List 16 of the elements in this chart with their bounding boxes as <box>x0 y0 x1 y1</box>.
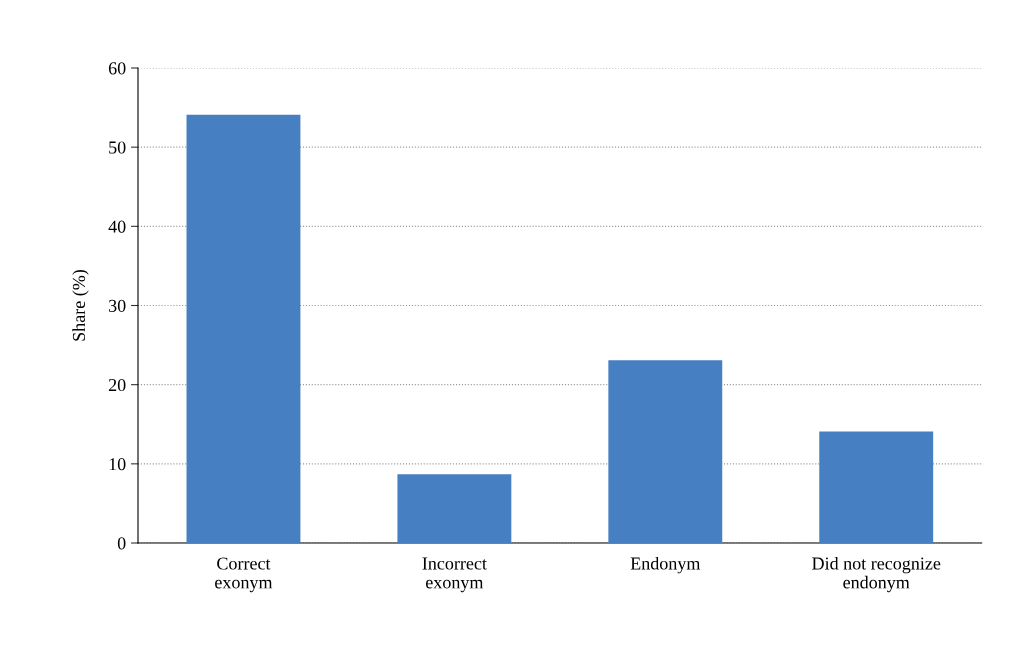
y-tick-label: 0 <box>117 537 126 550</box>
bar <box>608 360 723 544</box>
x-tick-label: Did not recognize endonym <box>812 556 941 593</box>
y-axis-title: Share (%) <box>72 269 89 341</box>
x-tick-label: Incorrect exonym <box>422 557 487 593</box>
y-tick-label: 30 <box>109 299 126 312</box>
bar <box>186 114 301 544</box>
x-tick-label: Endonym <box>630 556 701 574</box>
y-tick-label: 20 <box>108 378 126 392</box>
x-tick-label: Correct exonym <box>215 557 273 593</box>
y-tick-label: 10 <box>109 458 126 471</box>
bar <box>397 474 512 544</box>
y-tick-label: 60 <box>108 62 126 75</box>
y-tick-label: 50 <box>109 141 126 154</box>
y-tick-label: 40 <box>108 220 126 233</box>
bar <box>819 431 934 544</box>
